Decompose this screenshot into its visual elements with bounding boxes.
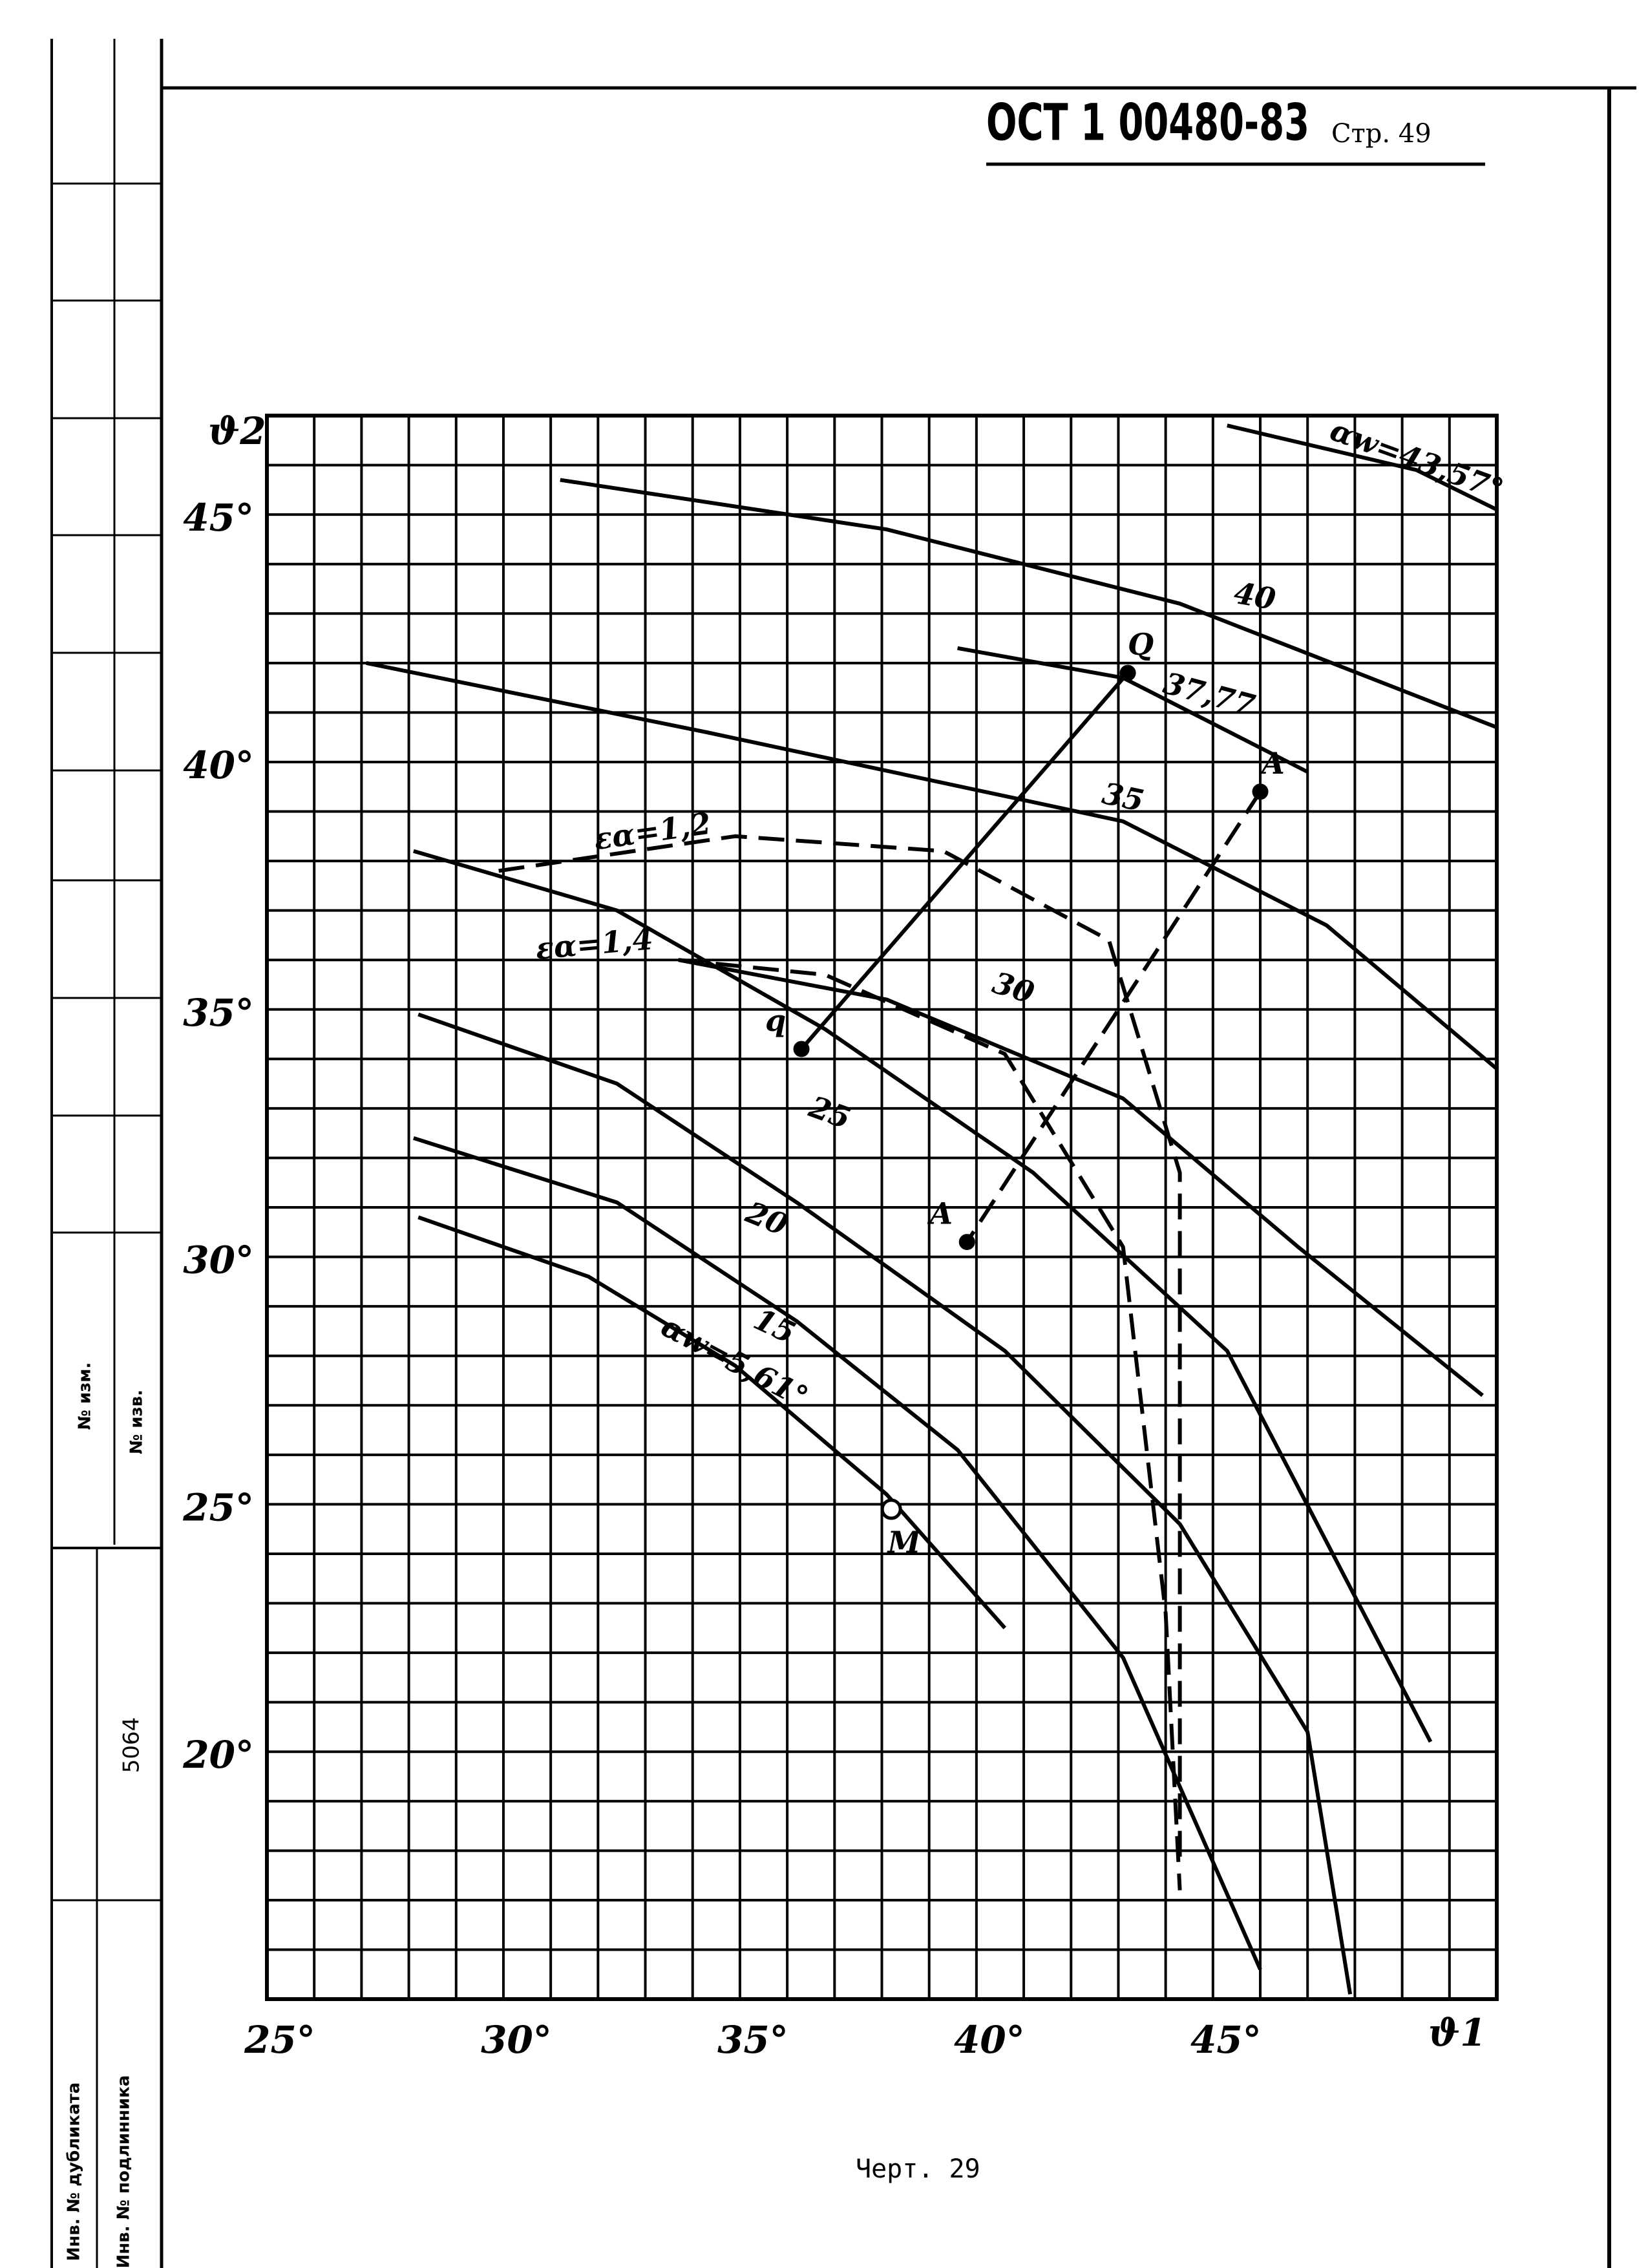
curve [366, 661, 1498, 1070]
curve-label: αw=43,57° [1326, 412, 1508, 507]
y-tick-label: 30° [183, 1238, 254, 1282]
curve-label: 40 [1231, 575, 1278, 617]
stamp-notice-no: № изв. [127, 1390, 147, 1454]
x-tick-label: 35° [717, 2018, 788, 2062]
curve-label: 35 [1099, 776, 1147, 818]
y-tick-label: 20° [182, 1733, 254, 1777]
curve [412, 1136, 1262, 1971]
x-tick-label: 25° [244, 2018, 315, 2062]
point-label: q [765, 1003, 786, 1038]
curve [413, 849, 1433, 1743]
curve-label: 37,77 [1159, 665, 1258, 723]
y-tick-label: 45° [183, 496, 254, 540]
curve [417, 1012, 1353, 1995]
plot: 25° 30° 35° 40° 45° 20° 25° 30° 35° 40° 45° ϑ2 ϑ1 αw=… [182, 409, 1508, 2062]
curve [678, 958, 1484, 1397]
point-label: Q [1128, 627, 1154, 662]
point [958, 1234, 975, 1251]
y-tick-label: 35° [183, 991, 254, 1035]
guide-line [799, 672, 1130, 1050]
frame [50, 39, 1636, 2268]
y-tick-label: 40° [183, 743, 254, 787]
curve-label: 30 [989, 965, 1039, 1010]
caption: Черт. 29 [856, 2154, 980, 2184]
x-axis-label: ϑ1 [1428, 2011, 1486, 2055]
stamp-duplicate: Инв. № дубликата [65, 2083, 84, 2262]
stamp-change-no: № изм. [76, 1362, 95, 1430]
point [1119, 664, 1136, 681]
doc-number: ОСТ 1 00480-83 [986, 94, 1309, 152]
guide-line [965, 790, 1262, 1244]
curve [498, 834, 1182, 1861]
page-number: Стр. 49 [1331, 119, 1431, 149]
point-label: M [887, 1525, 922, 1560]
point-label: A [927, 1196, 953, 1231]
curve [1227, 423, 1498, 512]
point [793, 1041, 810, 1057]
x-tick-label: 45° [1190, 2018, 1262, 2062]
stamp-inventory: 5064 [119, 1717, 145, 1774]
x-tick-label: 30° [481, 2018, 552, 2062]
curve [678, 958, 1182, 1891]
curve [417, 1215, 1007, 1629]
curve-label: 15 [748, 1301, 801, 1350]
curve-label: 20 [741, 1194, 793, 1242]
y-tick-label: 25° [182, 1485, 254, 1529]
point [1252, 783, 1269, 800]
plot-border [265, 414, 1499, 2001]
y-axis-label: ϑ2 [208, 409, 266, 453]
stamp-original: Инв. № подлинника [114, 2075, 134, 2268]
point-label: A [1259, 746, 1285, 781]
curve-label: 25 [804, 1089, 856, 1136]
point [880, 1498, 902, 1520]
x-tick-label: 40° [954, 2018, 1025, 2062]
curve [560, 478, 1498, 730]
